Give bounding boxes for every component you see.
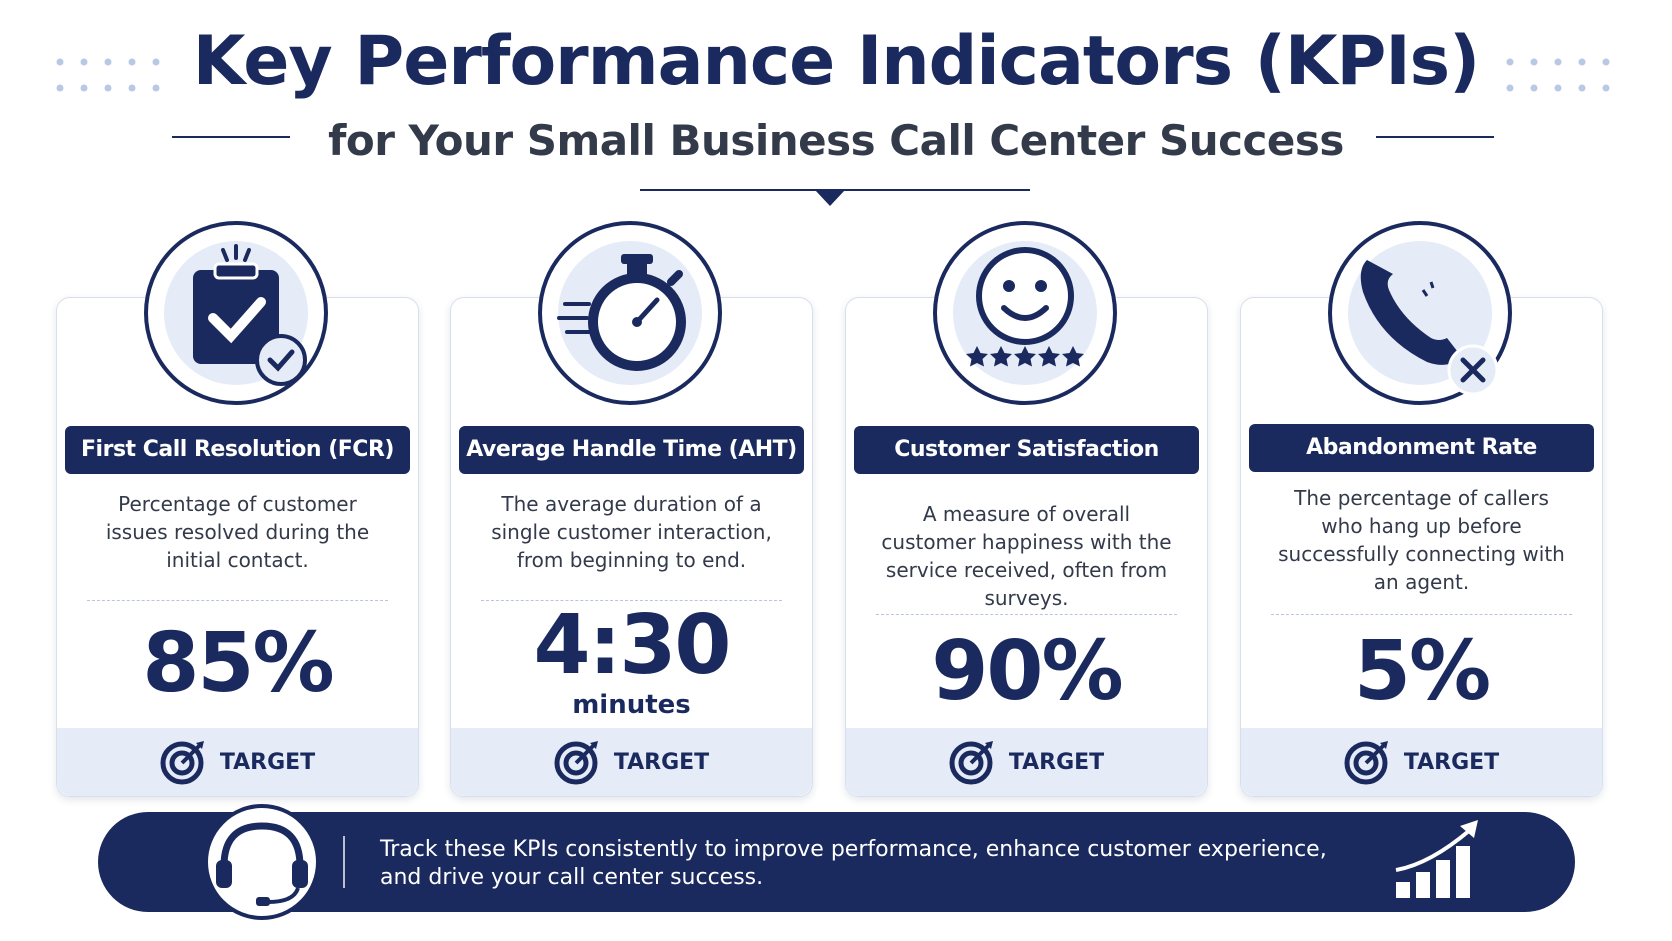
target-label: TARGET bbox=[1008, 749, 1105, 775]
kpi-value: 5% bbox=[1353, 624, 1491, 719]
kpi-title: Average Handle Time (AHT) bbox=[459, 426, 804, 474]
footer-line: Track these KPIs consistently to improve… bbox=[380, 837, 1327, 862]
kpi-description: A measure of overall customer happiness … bbox=[881, 502, 1172, 610]
kpi-value: 85% bbox=[142, 616, 334, 711]
target-band: TARGET bbox=[57, 728, 418, 796]
target-icon bbox=[949, 741, 993, 785]
target-icon bbox=[160, 741, 204, 785]
kpi-card: Average Handle Time (AHT) The average du… bbox=[450, 221, 813, 797]
target-label: TARGET bbox=[219, 749, 316, 775]
target-band: TARGET bbox=[846, 728, 1207, 796]
stopwatch-icon bbox=[538, 221, 722, 405]
target-band: TARGET bbox=[1241, 728, 1602, 796]
kpi-value: 4:30 bbox=[533, 598, 732, 693]
footer-icons bbox=[204, 804, 1478, 920]
kpi-description: The percentage of callers who hang up be… bbox=[1278, 486, 1565, 594]
smiley-icon bbox=[933, 221, 1117, 405]
kpi-card: First Call Resolution (FCR) Percentage o… bbox=[56, 221, 419, 797]
kpi-description: Percentage of customer issues resolved d… bbox=[105, 492, 370, 572]
rule bbox=[1376, 136, 1494, 138]
divider bbox=[876, 614, 1177, 615]
subtitle: for Your Small Business Call Center Succ… bbox=[328, 116, 1344, 165]
target-icon bbox=[554, 741, 598, 785]
kpi-card: Customer Satisfaction (CSAT) A measure o… bbox=[845, 221, 1208, 797]
header-decoration bbox=[56, 58, 1610, 206]
target-band: TARGET bbox=[451, 728, 812, 796]
target-label: TARGET bbox=[1403, 749, 1500, 775]
kpi-value: 90% bbox=[931, 624, 1123, 719]
footer-bar: Track these KPIs consistently to improve… bbox=[98, 804, 1575, 920]
target-label: TARGET bbox=[613, 749, 710, 775]
kpi-title: Customer Satisfaction (CSAT) bbox=[854, 426, 1199, 510]
divider bbox=[1271, 614, 1572, 615]
rule bbox=[172, 136, 290, 138]
divider bbox=[87, 600, 388, 601]
footer-text: Track these KPIs consistently to improve… bbox=[380, 836, 1327, 892]
clipboard-icon bbox=[144, 221, 328, 405]
footer-line: and drive your call center success. bbox=[380, 865, 764, 890]
kpi-title: Abandonment Rate bbox=[1249, 424, 1594, 472]
kpi-title: First Call Resolution (FCR) bbox=[65, 426, 410, 474]
phone-icon bbox=[1328, 221, 1512, 405]
divider bbox=[481, 600, 782, 601]
kpi-description: The average duration of a single custome… bbox=[491, 492, 772, 572]
kpi-card: Abandonment Rate The percentage of calle… bbox=[1240, 221, 1603, 797]
target-icon bbox=[1344, 741, 1388, 785]
kpi-unit: minutes bbox=[572, 690, 691, 720]
title: Key Performance Indicators (KPIs) bbox=[192, 22, 1480, 101]
